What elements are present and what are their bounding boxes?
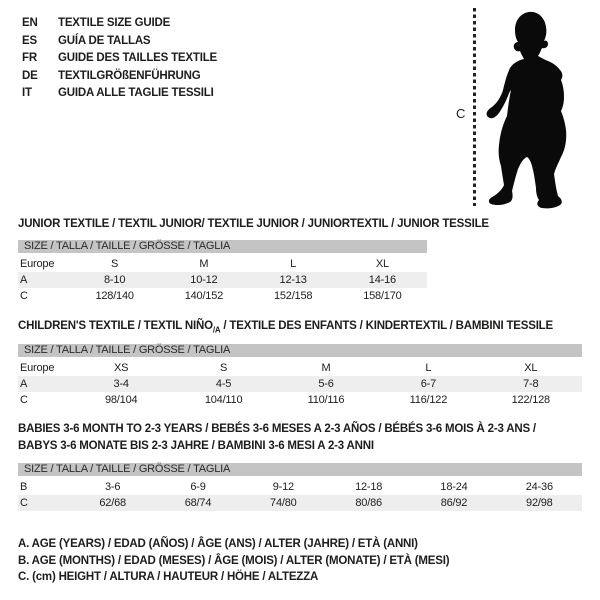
lang-code: EN (22, 17, 38, 29)
table-row: Europe S M L XL (18, 256, 427, 272)
height-measure-dotted-line (473, 8, 476, 206)
row-label: C (20, 290, 28, 302)
table-cell: XL (375, 258, 389, 270)
table-cell: 9-12 (272, 481, 294, 493)
babies-section-heading-line1: BABIES 3-6 MONTH TO 2-3 YEARS / BEBÉS 3-… (18, 423, 536, 435)
children-size-table: Europe XS S M L XL A 3-4 4-5 5-6 6-7 7-8 C 98/104 104/… (18, 360, 582, 408)
height-measure-label: C (456, 106, 466, 121)
footnote-a: A. AGE (YEARS) / EDAD (AÑOS) / ÂGE (ANS)… (18, 538, 418, 550)
table-cell: 5-6 (318, 378, 334, 390)
table-cell: 104/110 (204, 394, 243, 406)
children-section-heading: CHILDREN'S TEXTILE / TEXTIL NIÑO/A / TEX… (18, 320, 553, 334)
table-cell: 6-7 (420, 378, 437, 390)
row-label: C (20, 497, 28, 509)
row-label: C (20, 394, 28, 406)
children-heading-subscript: /A (212, 325, 221, 335)
babies-table-header-bar: SIZE / TALLA / TAILLE / GRÖSSE / TAGLIA (18, 463, 582, 476)
footnote-b: B. AGE (MONTHS) / EDAD (MESES) / ÂGE (MO… (18, 554, 450, 567)
table-cell: 3-4 (113, 378, 130, 390)
table-cell: 3-6 (105, 481, 121, 493)
table-cell: 158/170 (363, 290, 402, 302)
table-cell: M (199, 258, 209, 270)
table-cell: 140/152 (184, 290, 224, 302)
language-guide: EN TEXTILE SIZE GUIDE ES GUÍA DE TALLAS … (22, 15, 217, 103)
table-cell: M (321, 362, 331, 374)
table-cell: L (425, 362, 432, 374)
lang-label: TEXTILE SIZE GUIDE (58, 17, 171, 29)
table-cell: 4-5 (215, 378, 232, 390)
table-cell: 122/128 (511, 394, 551, 406)
row-label: Europe (20, 362, 55, 374)
junior-section-heading: JUNIOR TEXTILE / TEXTIL JUNIOR/ TEXTILE … (18, 218, 489, 230)
table-cell: 68/74 (184, 497, 212, 509)
lang-row-en: EN TEXTILE SIZE GUIDE (22, 15, 217, 33)
table-cell: 12-13 (279, 274, 307, 286)
table-row: C 98/104 104/110 110/116 116/122 122/128 (18, 392, 582, 408)
table-row: A 3-4 4-5 5-6 6-7 7-8 (18, 376, 582, 392)
table-cell: 128/140 (95, 290, 134, 302)
lang-code: ES (22, 34, 37, 47)
table-row: A 8-10 10-12 12-13 14-16 (18, 272, 427, 288)
table-cell: 24-36 (525, 481, 553, 493)
lang-code: IT (22, 87, 32, 99)
lang-row-de: DE TEXTILGRÖßENFÜHRUNG (22, 68, 217, 86)
table-cell: 14-16 (368, 274, 396, 286)
children-heading-text: CHILDREN'S TEXTILE / TEXTIL NIÑO (18, 320, 213, 332)
table-row: C 128/140 140/152 152/158 158/170 (18, 288, 427, 304)
lang-row-fr: FR GUIDE DES TAILLES TEXTILE (22, 50, 217, 68)
table-cell: 6-9 (190, 481, 206, 493)
table-cell: 98/104 (104, 394, 138, 406)
table-cell: 18-24 (440, 481, 468, 493)
junior-table-header-bar: SIZE / TALLA / TAILLE / GRÖSSE / TAGLIA (18, 240, 427, 253)
row-label: A (20, 274, 28, 286)
row-label: Europe (20, 258, 55, 270)
junior-size-table: Europe S M L XL A 8-10 10-12 12-13 14-16 C 128/140 1… (18, 256, 427, 304)
row-label: B (20, 481, 28, 493)
table-cell: XL (524, 362, 538, 374)
table-row: Europe XS S M L XL (18, 360, 582, 376)
children-table-header-bar: SIZE / TALLA / TAILLE / GRÖSSE / TAGLIA (18, 344, 582, 357)
lang-code: DE (22, 69, 38, 82)
babies-size-table: B 3-6 6-9 9-12 12-18 18-24 24-36 C 62/68 68/74 74/… (18, 479, 582, 511)
lang-label: GUIDA ALLE TAGLIE TESSILI (58, 87, 214, 99)
footnote-c: C. (cm) HEIGHT / ALTURA / HAUTEUR / HÖHE… (18, 571, 319, 583)
table-cell: 80/86 (355, 497, 382, 509)
table-cell: 7-8 (523, 378, 539, 390)
table-cell: XS (114, 362, 129, 374)
babies-section-heading-line2: BABYS 3-6 MONATE BIS 2-3 JAHRE / BAMBINI… (18, 440, 374, 452)
table-cell: L (290, 258, 297, 270)
table-cell: 86/92 (440, 497, 468, 509)
table-row: C 62/68 68/74 74/80 80/86 86/92 92/98 (18, 495, 582, 511)
table-cell: 74/80 (270, 497, 297, 509)
footnotes: A. AGE (YEARS) / EDAD (AÑOS) / ÂGE (ANS)… (18, 536, 450, 586)
lang-row-es: ES GUÍA DE TALLAS (22, 33, 217, 51)
table-cell: 8-10 (104, 274, 126, 286)
lang-code: FR (22, 52, 37, 64)
table-cell: 152/158 (273, 290, 313, 302)
table-cell: S (220, 362, 228, 374)
table-cell: 110/116 (307, 394, 345, 406)
table-cell: 92/98 (526, 497, 553, 509)
lang-label: GUÍA DE TALLAS (58, 34, 151, 47)
table-cell: S (111, 258, 119, 270)
table-cell: 12-18 (355, 481, 383, 493)
lang-row-it: IT GUIDA ALLE TAGLIE TESSILI (22, 85, 217, 103)
lang-label: TEXTILGRÖßENFÜHRUNG (58, 69, 201, 82)
table-cell: 10-12 (190, 274, 218, 286)
row-label: A (20, 378, 28, 390)
table-cell: 116/122 (409, 394, 448, 406)
children-heading-text: / TEXTILE DES ENFANTS / KINDERTEXTIL / B… (220, 320, 553, 332)
lang-label: GUIDE DES TAILLES TEXTILE (58, 52, 217, 64)
table-cell: 62/68 (99, 497, 126, 509)
table-row: B 3-6 6-9 9-12 12-18 18-24 24-36 (18, 479, 582, 495)
toddler-silhouette-image (486, 11, 567, 209)
